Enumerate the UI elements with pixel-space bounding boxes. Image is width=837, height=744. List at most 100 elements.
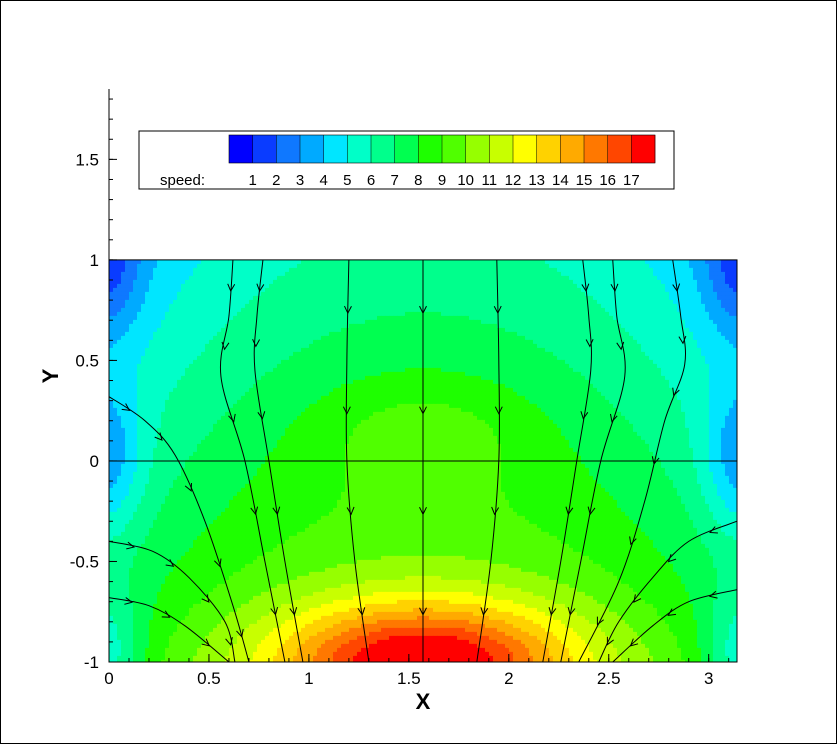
streamline-arrow [567, 606, 576, 616]
legend-level-label: 6 [367, 172, 375, 189]
streamline-arrow [201, 638, 211, 647]
streamlines [109, 259, 737, 662]
streamline-arrow [419, 406, 427, 415]
legend-swatch [300, 135, 324, 163]
streamline-arrow [480, 607, 489, 616]
y-tick-label: 1.5 [75, 150, 99, 169]
legend-swatch [442, 135, 466, 163]
legend-swatch [607, 135, 632, 163]
streamline-arrow [221, 341, 230, 351]
streamline-arrow [126, 541, 136, 550]
legend-level-label: 3 [296, 172, 304, 189]
streamline-arrow [565, 506, 574, 516]
streamline-arrow [250, 506, 259, 516]
speed-contour-field [109, 259, 737, 662]
streamline-arrow [633, 594, 642, 603]
streamline-11 [598, 520, 737, 662]
streamline-arrow [667, 554, 677, 563]
legend-swatch [418, 135, 443, 163]
y-tick-label: -1 [84, 653, 99, 672]
legend-label: speed: [160, 172, 205, 189]
x-tick-label: 0.5 [197, 669, 221, 688]
legend-level-label: 15 [576, 172, 593, 189]
streamline-7 [476, 259, 500, 662]
legend-level-label: 5 [343, 172, 351, 189]
legend-level-label: 12 [505, 172, 522, 189]
x-tick-label: 1.5 [397, 669, 421, 688]
streamline-arrow [124, 597, 134, 605]
streamline-arrow [493, 305, 502, 315]
legend-level-label: 10 [457, 172, 474, 189]
legend-swatch [323, 135, 348, 163]
streamline-arrow [616, 341, 625, 351]
streamline-arrow [236, 628, 244, 638]
legend-level-label: 4 [319, 172, 327, 189]
legend-level-label: 7 [390, 172, 398, 189]
legend-swatch [465, 135, 490, 163]
streamline-arrow [419, 305, 427, 315]
streamline-arrow [585, 338, 594, 348]
streamline-arrow [419, 607, 427, 616]
streamline-arrow [165, 559, 175, 567]
streamline-arrow [214, 558, 222, 568]
streamline-arrow [121, 403, 131, 411]
axes: 0 0.5 1 1.5 2 2.5 3 -1 -0.5 0 0.5 1 1.5 [70, 89, 737, 688]
streamline-arrow [596, 616, 604, 626]
streamline-arrow [672, 387, 680, 397]
streamline-arrow [629, 638, 639, 647]
legend-swatch [371, 135, 395, 163]
x-tick-label: 2 [504, 669, 513, 688]
streamline-arrow [580, 411, 589, 420]
streamline-arrow [201, 594, 210, 603]
streamline-arrow [709, 526, 718, 534]
streamline-arrow [610, 283, 619, 293]
legend-level-label: 11 [482, 172, 498, 189]
streamline-10 [578, 259, 686, 662]
streamline-arrow [228, 413, 236, 423]
legend-level-label: 2 [272, 172, 280, 189]
streamline-arrow [344, 305, 352, 315]
streamline-arrow [256, 283, 265, 293]
streamline-arrow [270, 606, 279, 616]
streamline-arrow [272, 506, 281, 516]
legend-level-label: 17 [623, 172, 640, 189]
legend-level-label: 8 [414, 172, 422, 189]
y-tick-label: 1 [90, 251, 99, 270]
x-tick-label: 0 [104, 669, 113, 688]
streamline-arrow [494, 406, 503, 415]
streamline-3 [219, 259, 286, 662]
streamline-arrow [227, 283, 236, 293]
streamline-arrow [419, 506, 427, 516]
streamline-arrow [629, 536, 637, 546]
legend-swatch [631, 135, 656, 163]
streamline-arrow [491, 506, 500, 516]
streamline-arrow [252, 338, 261, 348]
streamline-arrow [548, 607, 557, 616]
legend-swatch [229, 135, 253, 163]
x-tick-label: 3 [704, 669, 713, 688]
legend-level-label: 1 [248, 172, 256, 189]
legend-swatch [252, 135, 277, 163]
streamline-arrow [651, 456, 660, 465]
streamline-arrow [667, 608, 677, 617]
legend-swatch [536, 135, 561, 163]
legend-swatch [584, 135, 608, 163]
streamline-arrow [672, 283, 681, 293]
streamline-arrow [289, 607, 298, 616]
legend-level-label: 9 [438, 172, 446, 189]
streamline-arrow [606, 636, 614, 646]
legend-swatch [394, 135, 419, 163]
streamline-arrow [184, 482, 193, 492]
streamline-arrow [609, 413, 618, 423]
x-axis-title: X [416, 689, 431, 714]
x-tick-label: 1 [304, 669, 313, 688]
streamline-arrow [357, 607, 366, 616]
legend-level-label: 14 [552, 172, 569, 189]
legend-level-label: 16 [599, 172, 616, 189]
x-tick-label: 2.5 [597, 669, 621, 688]
streamline-5 [109, 540, 236, 662]
streamline-arrow [587, 506, 596, 516]
streamline-arrow [225, 637, 233, 646]
streamline-arrow [257, 411, 266, 420]
